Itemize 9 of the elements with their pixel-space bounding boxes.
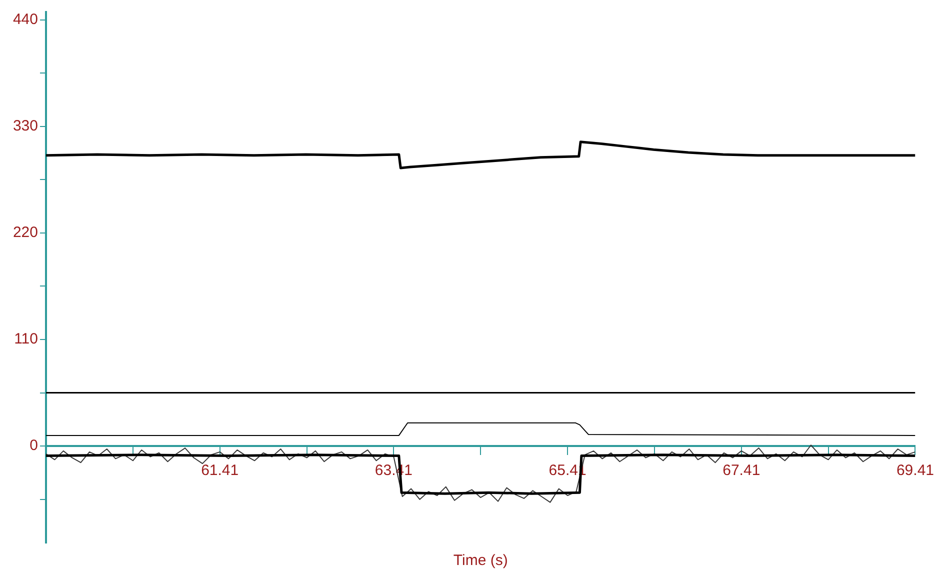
y-tick-label: 440 (12, 10, 38, 28)
y-tick-label: 110 (14, 330, 38, 348)
x-tick-label: 69.41 (896, 462, 934, 480)
x-tick-label: 67.41 (722, 462, 760, 480)
y-tick-label: 0 (30, 437, 38, 454)
x-axis-title: Time (s) (453, 552, 508, 570)
y-tick-label: 220 (12, 224, 38, 242)
x-tick-label: 61.41 (201, 462, 239, 480)
y-tick-label: 330 (12, 117, 38, 134)
